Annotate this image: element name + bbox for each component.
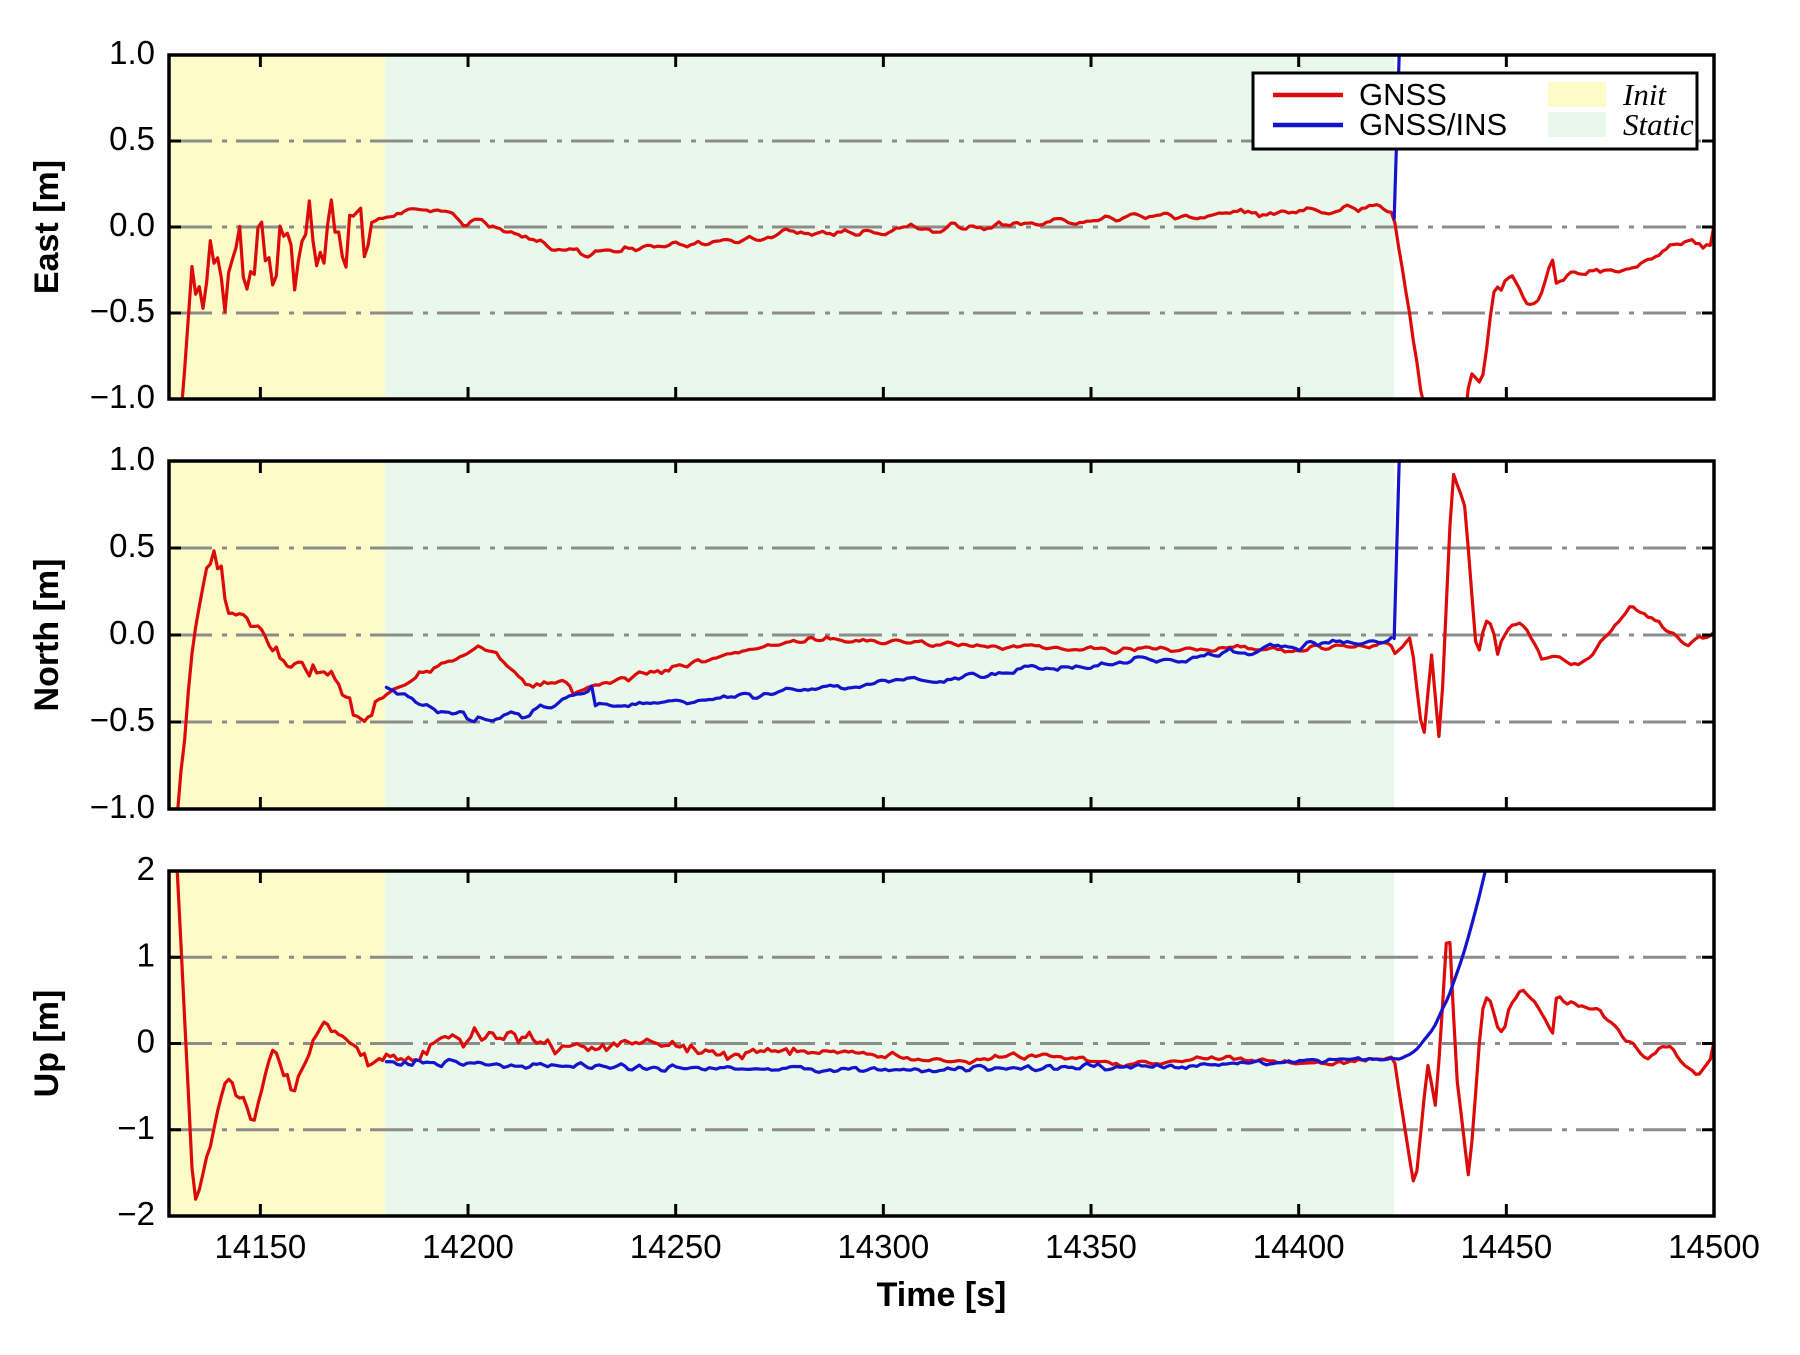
- svg-text:14200: 14200: [422, 1228, 514, 1265]
- svg-text:14500: 14500: [1668, 1228, 1760, 1265]
- svg-text:−1.0: −1.0: [90, 788, 155, 825]
- svg-text:0: 0: [137, 1023, 155, 1060]
- svg-text:North [m]: North [m]: [28, 559, 66, 712]
- svg-text:14300: 14300: [837, 1228, 929, 1265]
- svg-text:14350: 14350: [1045, 1228, 1137, 1265]
- svg-text:0.5: 0.5: [109, 120, 155, 157]
- svg-text:GNSS/INS: GNSS/INS: [1359, 107, 1507, 142]
- svg-text:1: 1: [137, 936, 155, 973]
- svg-text:Up [m]: Up [m]: [28, 990, 66, 1098]
- svg-text:0.0: 0.0: [109, 206, 155, 243]
- svg-text:14250: 14250: [630, 1228, 722, 1265]
- svg-text:East [m]: East [m]: [28, 160, 66, 294]
- svg-text:−1.0: −1.0: [90, 378, 155, 415]
- svg-text:14400: 14400: [1253, 1228, 1345, 1265]
- svg-text:0.0: 0.0: [109, 614, 155, 651]
- svg-text:1.0: 1.0: [109, 440, 155, 477]
- svg-text:−0.5: −0.5: [90, 701, 155, 738]
- svg-text:1.0: 1.0: [109, 34, 155, 71]
- svg-text:14150: 14150: [214, 1228, 306, 1265]
- svg-text:−2: −2: [117, 1195, 155, 1232]
- svg-text:0.5: 0.5: [109, 527, 155, 564]
- svg-text:−1: −1: [117, 1109, 155, 1146]
- svg-text:Static: Static: [1623, 107, 1694, 142]
- svg-text:Time [s]: Time [s]: [877, 1276, 1007, 1314]
- svg-text:14450: 14450: [1460, 1228, 1552, 1265]
- svg-text:2: 2: [137, 850, 155, 887]
- svg-text:−0.5: −0.5: [90, 292, 155, 329]
